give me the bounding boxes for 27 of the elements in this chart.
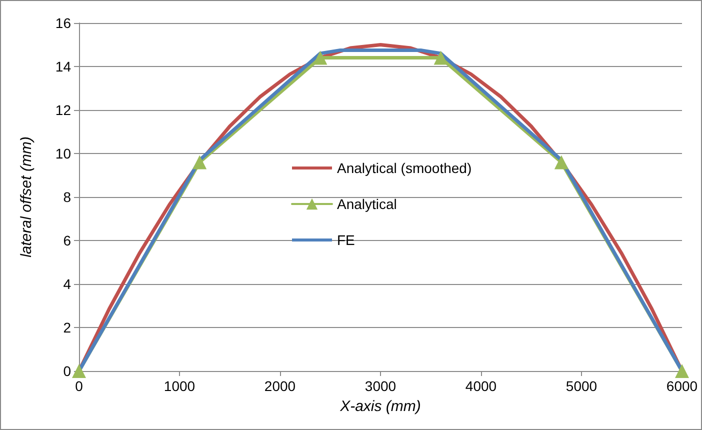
y-tick-label: 16 [55,15,72,31]
y-tick-label: 14 [55,58,72,74]
legend-label: Analytical (smoothed) [337,160,472,176]
y-tick-label: 0 [63,363,72,379]
point [192,155,207,170]
x-tick-label: 6000 [666,378,698,394]
point [434,50,448,65]
legend-label: Analytical [337,196,397,212]
y-tick-label: 8 [63,189,72,205]
x-tick-label: 4000 [465,378,497,394]
x-axis-title: X-axis (mm) [339,398,421,415]
y-tick-label: 6 [63,232,72,248]
y-tick-label: 10 [55,146,72,162]
x-tick-label: 5000 [566,378,598,394]
point [72,364,86,378]
y-tick-label: 4 [63,276,72,292]
y-axis-title: lateral offset (mm) [18,136,35,258]
x-tick-label: 1000 [164,378,196,394]
point [554,155,568,170]
x-tick-label: 0 [75,378,84,394]
x-tick-label: 2000 [264,378,296,394]
y-tick-label: 2 [63,320,72,336]
x-tick-label: 3000 [364,378,396,394]
point [675,364,689,378]
legend-label: FE [337,232,355,248]
y-tick-label: 12 [55,102,72,118]
point [313,50,328,65]
